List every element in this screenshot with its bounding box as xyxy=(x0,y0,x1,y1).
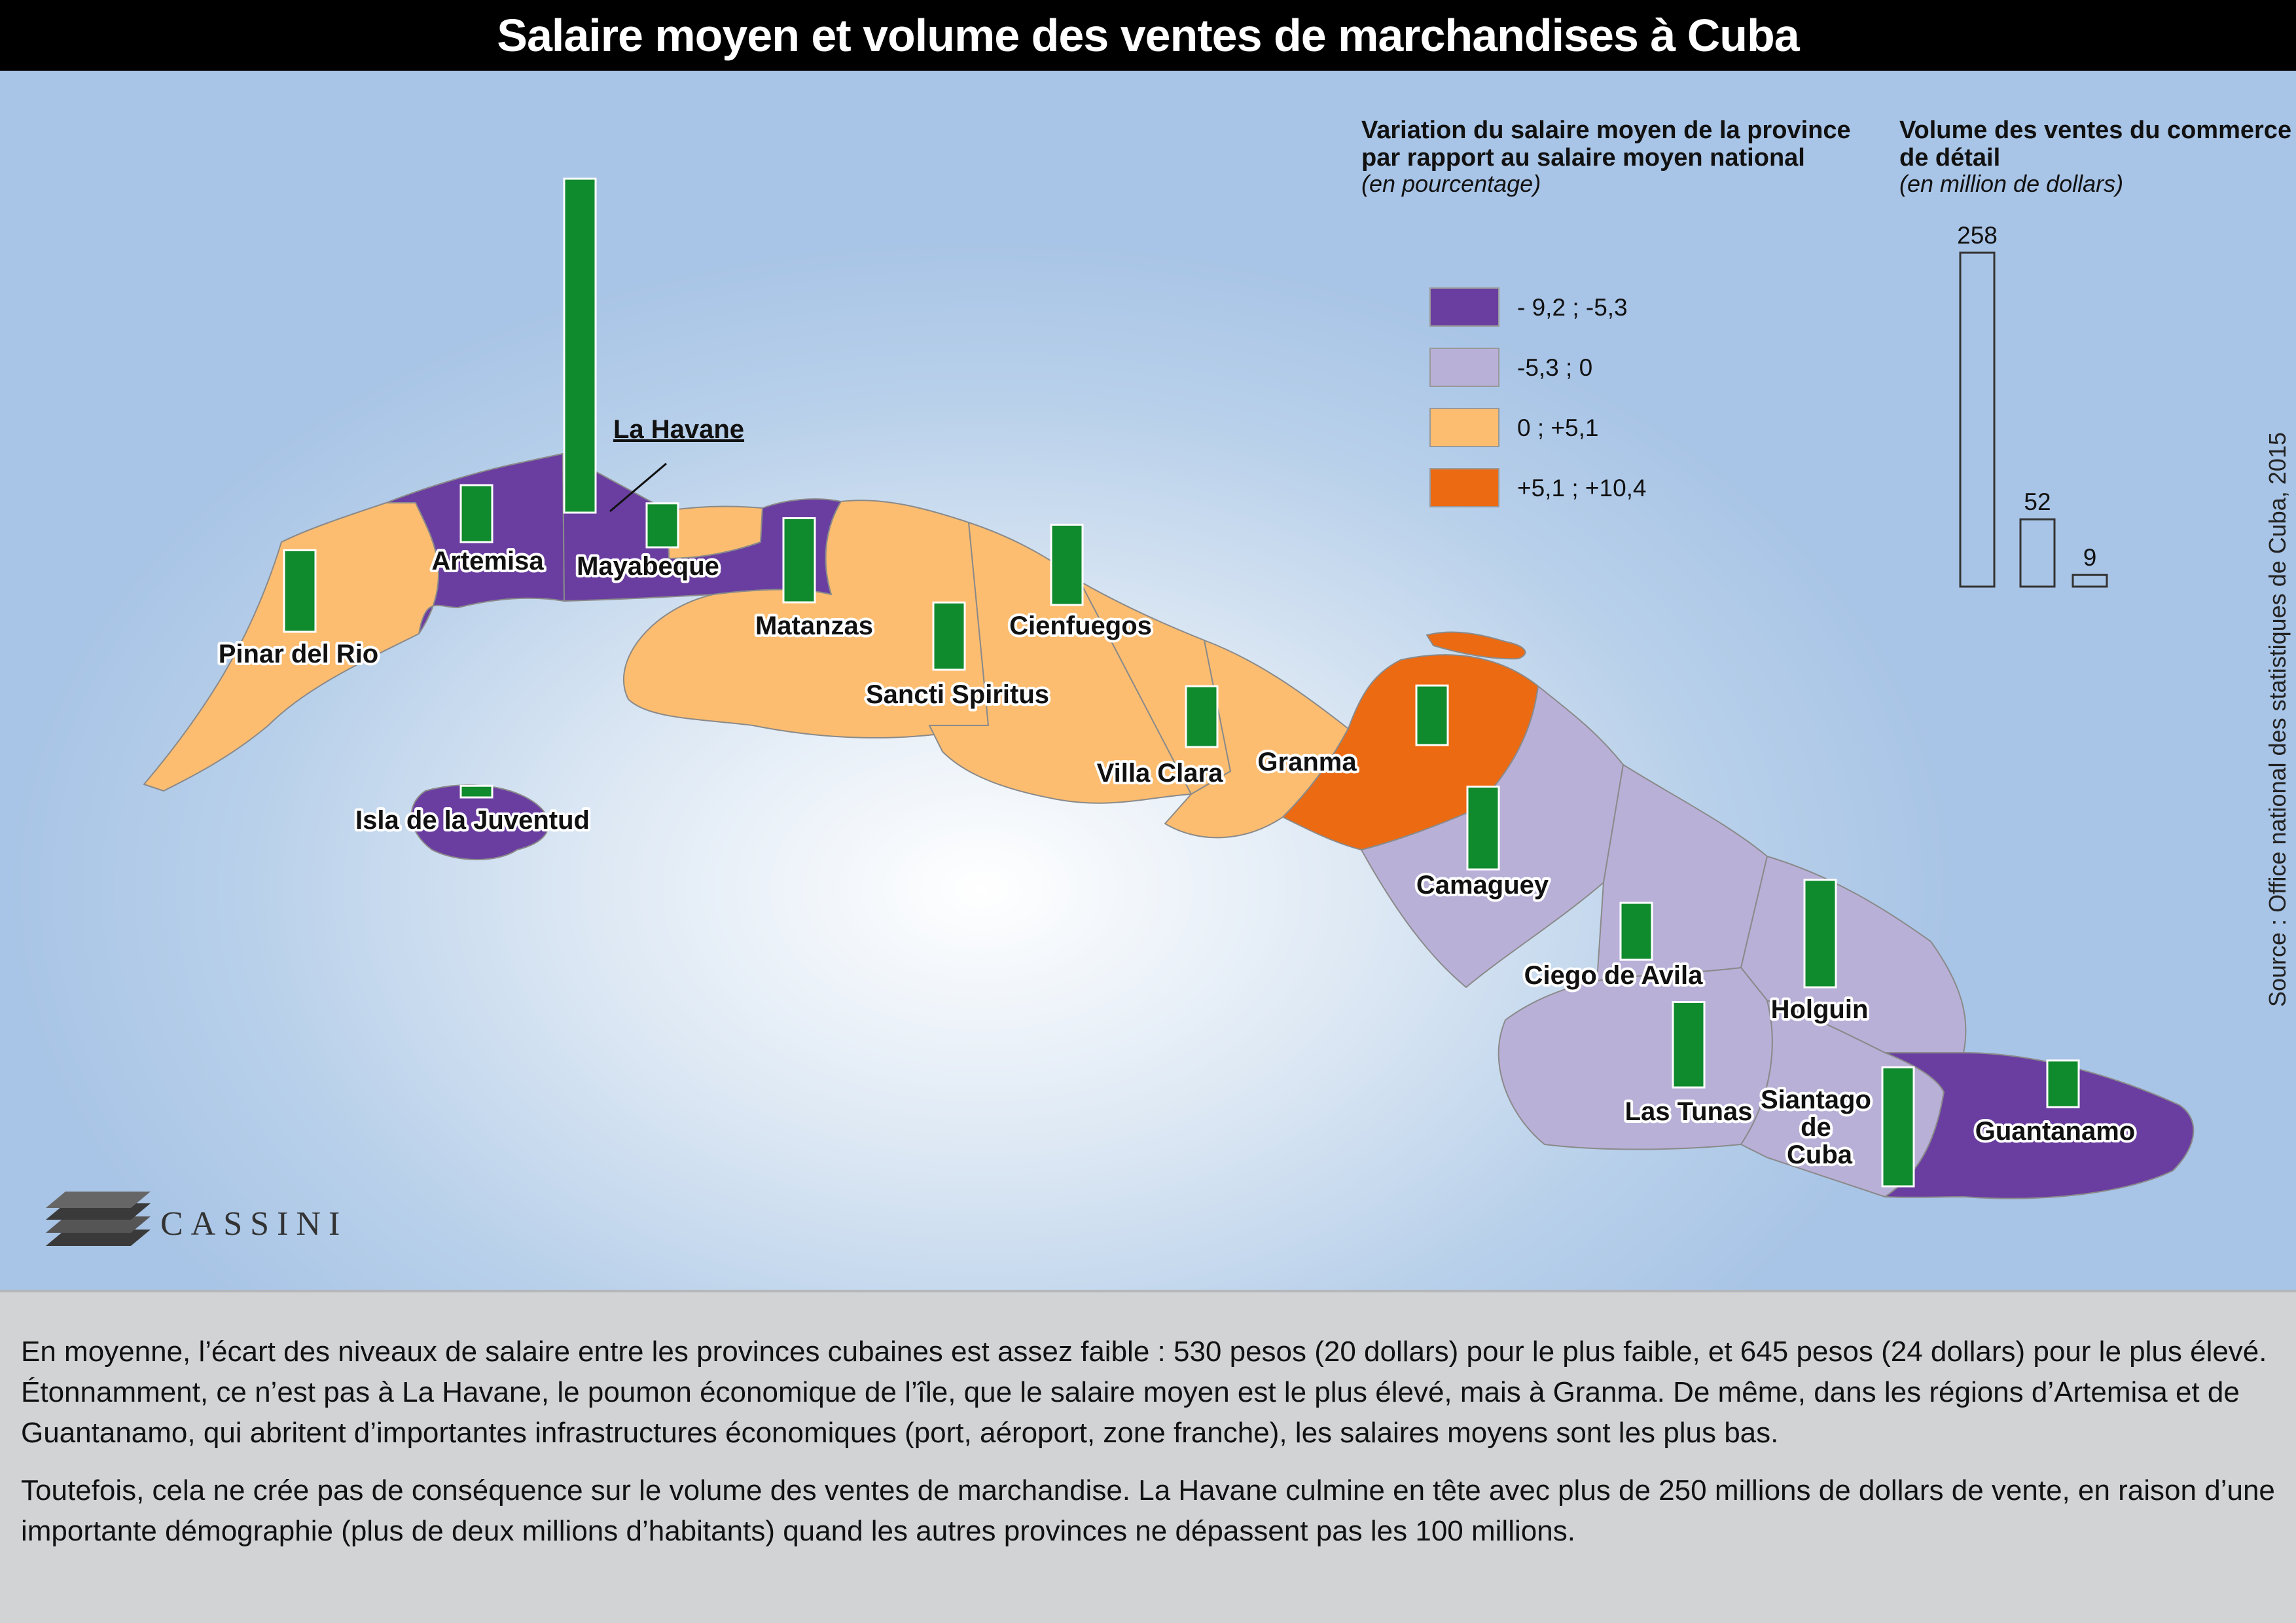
label-las-tunas: Las Tunas xyxy=(1625,1097,1753,1126)
commentary-paragraph-2: Toutefois, cela ne crée pas de conséquen… xyxy=(21,1474,2275,1547)
sales-bar-siantago-de-cuba xyxy=(1881,1066,1915,1188)
commentary-paragraph-1: En moyenne, l’écart des niveaux de salai… xyxy=(21,1336,2267,1449)
sales-bar-guantanamo xyxy=(2046,1059,2080,1108)
commentary-box: En moyenne, l’écart des niveaux de salai… xyxy=(0,1290,2296,1623)
cassini-logo-mark xyxy=(46,1192,151,1246)
sales-bar-granma xyxy=(1415,684,1449,746)
label-santiago-de-cuba: Siantago de Cuba xyxy=(1761,1085,1878,1169)
wage-legend-swatch-1 xyxy=(1429,287,1499,327)
wage-legend-swatch-4 xyxy=(1429,468,1499,507)
sales-bar-isla-de-la-juventud xyxy=(459,784,493,799)
sales-legend-title-line-2: de détail xyxy=(1899,144,2000,172)
province-shape-guantanamo xyxy=(1884,1052,2195,1199)
sales-bar-holguin xyxy=(1803,879,1837,989)
wage-legend-subtitle: (en pourcentage) xyxy=(1361,170,1541,197)
wage-legend-label-3: 0 ; +5,1 xyxy=(1517,414,1598,441)
sales-scale-label-9: 9 xyxy=(2083,544,2097,571)
label-guantanamo: Guantanamo xyxy=(1975,1117,2135,1146)
label-mayabeque: Mayabeque xyxy=(577,552,719,581)
label-sancti-spiritus: Sancti Spiritus xyxy=(866,680,1049,709)
sales-legend-title-line-1: Volume des ventes du commerce xyxy=(1899,117,2291,144)
sales-bar-las-tunas xyxy=(1672,1001,1706,1089)
label-cienfuegos: Cienfuegos xyxy=(1009,611,1152,640)
sales-bar-ciego-de-avila xyxy=(1619,902,1653,961)
wage-legend-label-2: -5,3 ; 0 xyxy=(1517,354,1592,381)
map-area: Variation du salaire moyen de la provinc… xyxy=(0,71,2296,1290)
sales-scale-bar-9 xyxy=(2072,574,2108,588)
wage-legend: Variation du salaire moyen de la provinc… xyxy=(1361,117,1851,507)
label-santiago-line-3: Cuba xyxy=(1787,1140,1853,1169)
wage-legend-title-line-1: Variation du salaire moyen de la provinc… xyxy=(1361,117,1851,144)
sales-bar-matanzas xyxy=(782,517,816,604)
label-santiago-line-2: de xyxy=(1801,1113,1831,1142)
wage-legend-label-1: - 9,2 ; -5,3 xyxy=(1517,294,1628,321)
source-note: Source : Office national des statistique… xyxy=(2264,432,2291,1007)
label-ciego-de-avila: Ciego de Avila xyxy=(1524,961,1703,990)
wage-legend-label-4: +5,1 ; +10,4 xyxy=(1517,475,1647,501)
wage-legend-swatch-2 xyxy=(1429,348,1499,387)
sales-bar-sancti-spiritus xyxy=(932,601,966,671)
cuba-map: Variation du salaire moyen de la provinc… xyxy=(46,117,2291,1246)
sales-scale-bar-258 xyxy=(1959,251,1996,588)
sales-bar-cienfuegos xyxy=(1050,523,1084,606)
sales-bar-camaguey xyxy=(1466,785,1500,871)
wage-legend-swatch-3 xyxy=(1429,408,1499,447)
province-shape-artemisa xyxy=(386,453,565,634)
label-villa-clara: Villa Clara xyxy=(1097,759,1223,788)
label-holguin: Holguin xyxy=(1771,995,1869,1024)
label-santiago-line-1: Siantago xyxy=(1761,1085,1871,1114)
label-matanzas: Matanzas xyxy=(755,611,873,640)
province-shape-granma-island xyxy=(1426,631,1526,660)
province-shape-sancti-spiritus xyxy=(929,522,1192,804)
cassini-logo-text: CASSINI xyxy=(160,1205,348,1243)
label-la-havane: La Havane xyxy=(613,415,744,444)
label-camaguey: Camaguey xyxy=(1416,871,1549,900)
sales-bar-mayabeque xyxy=(645,502,679,549)
sales-bar-pinar-del-rio xyxy=(283,549,317,633)
sales-bar-villa-clara xyxy=(1185,685,1219,748)
label-artemisa: Artemisa xyxy=(431,547,544,575)
province-shape-isla-de-la-juventud xyxy=(410,784,549,860)
sales-scale-label-258: 258 xyxy=(1957,222,1998,249)
sales-bar-la-havane xyxy=(563,177,597,514)
sales-scale-bar-52 xyxy=(2019,518,2056,588)
cassini-logo: CASSINI xyxy=(46,1192,348,1246)
sales-legend-subtitle: (en million de dollars) xyxy=(1899,170,2123,197)
la-havane-leader-line xyxy=(609,462,667,513)
label-pinar-del-rio: Pinar del Rio xyxy=(219,640,379,668)
sales-scale-label-52: 52 xyxy=(2024,488,2051,515)
label-granma: Granma xyxy=(1257,748,1357,776)
sales-legend: Volume des ventes du commerce de détail … xyxy=(1899,117,2291,588)
province-labels: Pinar del Rio Artemisa La Havane Mayabeq… xyxy=(216,415,2138,1172)
map-title: Salaire moyen et volume des ventes de ma… xyxy=(0,0,2296,71)
label-isla-de-la-juventud: Isla de la Juventud xyxy=(355,806,590,835)
sales-bar-artemisa xyxy=(459,484,493,543)
wage-legend-title-line-2: par rapport au salaire moyen national xyxy=(1361,144,1805,172)
sales-scale: 258 52 9 xyxy=(1957,222,2108,588)
sales-bars xyxy=(283,177,2080,1188)
